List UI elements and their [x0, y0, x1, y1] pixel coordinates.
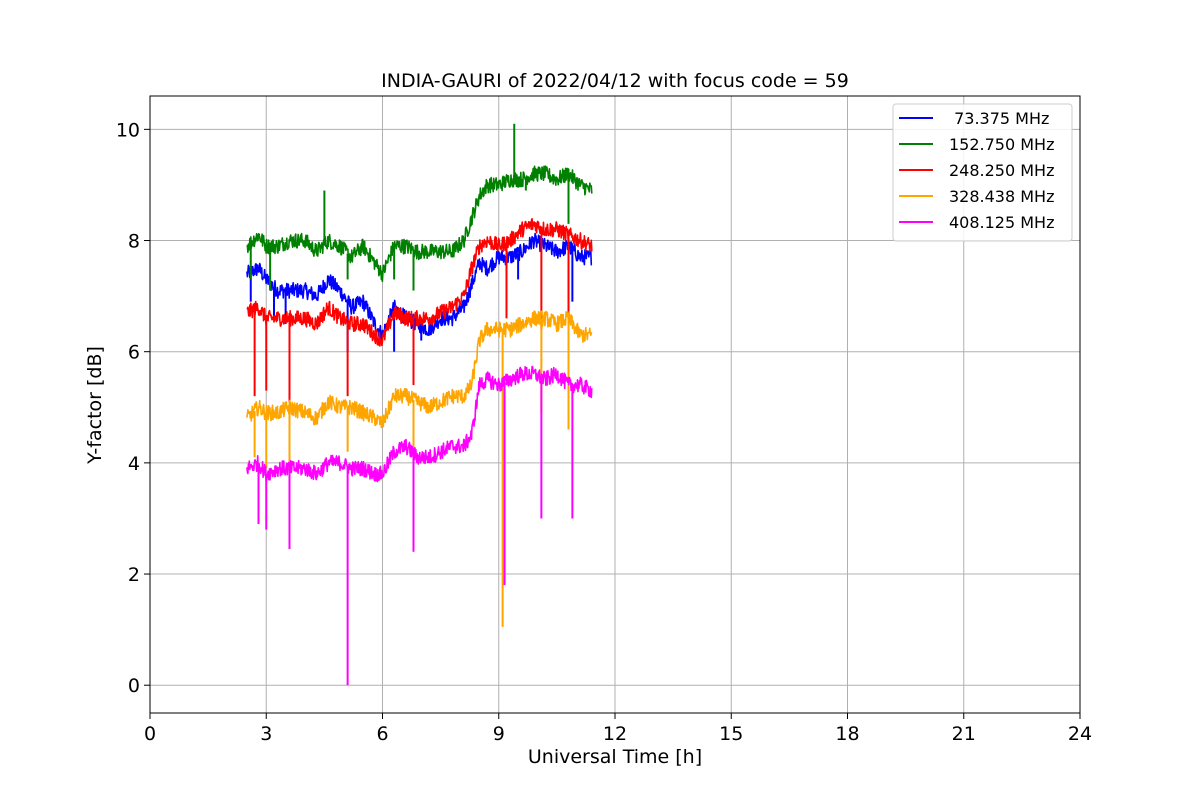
x-tick-label: 15 [719, 723, 743, 745]
legend-label: 152.750 MHz [949, 135, 1054, 154]
legend-label: 408.125 MHz [949, 213, 1054, 232]
y-tick-label: 6 [128, 342, 140, 364]
y-tick-label: 10 [116, 119, 140, 141]
x-tick-label: 12 [603, 723, 627, 745]
y-axis-label: Y-factor [dB] [84, 346, 106, 465]
x-tick-label: 24 [1068, 723, 1092, 745]
legend-label: 73.375 MHz [949, 109, 1049, 128]
x-tick-label: 0 [144, 723, 156, 745]
plot-series [246, 123, 593, 686]
x-axis-label: Universal Time [h] [528, 746, 702, 768]
series-line [246, 165, 593, 283]
legend-label: 248.250 MHz [949, 161, 1054, 180]
y-tick-label: 8 [128, 231, 140, 253]
x-tick-label: 21 [952, 723, 976, 745]
series-line [246, 218, 593, 347]
x-tick-label: 6 [376, 723, 388, 745]
x-tick-label: 18 [835, 723, 859, 745]
y-tick-label: 2 [128, 564, 140, 586]
y-axis-ticks: 0 2 4 6 8 10 [116, 119, 150, 697]
x-tick-label: 3 [260, 723, 272, 745]
series-4 [246, 365, 593, 686]
series-1 [246, 123, 593, 291]
x-axis-ticks: 0 3 6 9 12 15 18 21 24 [144, 713, 1092, 745]
chart-title: INDIA-GAURI of 2022/04/12 with focus cod… [381, 70, 849, 92]
y-tick-label: 4 [128, 453, 140, 475]
legend-box [892, 103, 1073, 242]
series-line [246, 365, 593, 483]
legend: 73.375 MHz 152.750 MHz 248.250 MHz 328.438 … [892, 103, 1073, 242]
legend-label: 328.438 MHz [949, 187, 1054, 206]
x-tick-label: 9 [493, 723, 505, 745]
y-tick-label: 0 [128, 675, 140, 697]
series-line [246, 310, 593, 429]
